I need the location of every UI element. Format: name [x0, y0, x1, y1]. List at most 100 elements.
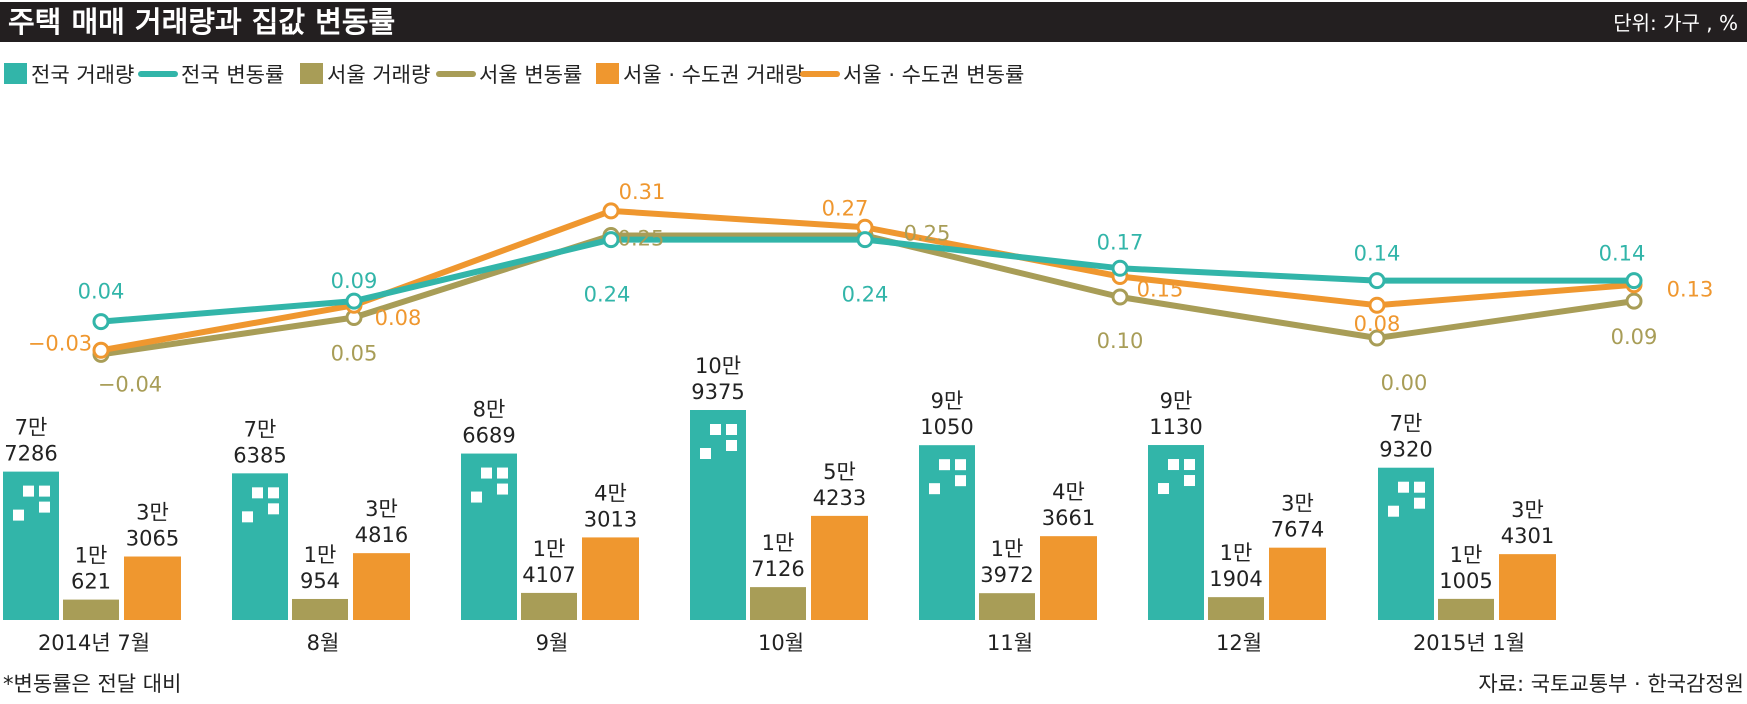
bar-decor-square	[39, 485, 50, 497]
line-layer: 0.04 0.09 0.24 0.24 0.17 0.14 0.14 −0.04 0.05 0.2…	[28, 180, 1714, 397]
line-point-label: −0.04	[98, 372, 162, 396]
legend-swatch-bar	[596, 63, 619, 84]
bar-metro-volume	[1499, 554, 1556, 620]
line-point-label: 0.25	[904, 222, 951, 246]
legend-item-metro-volume: 서울 · 수도권 거래량	[596, 63, 804, 87]
bar-decor-square	[1184, 459, 1195, 471]
bar-decor-square	[726, 440, 737, 451]
bar-decor-square	[1414, 497, 1425, 509]
legend-swatch-bar	[300, 63, 323, 84]
line-point-label: 0.10	[1097, 329, 1144, 353]
bar-label-top: 3만	[365, 497, 398, 521]
bar-label-top: 1만	[991, 537, 1024, 561]
bar-decor-square	[939, 459, 950, 471]
bar-label-top: 7만	[1390, 412, 1423, 436]
bar-national-volume	[461, 453, 517, 620]
bar-decor-square	[268, 503, 279, 515]
bar-metro-volume	[353, 553, 410, 620]
line-point	[1625, 272, 1643, 290]
legend-item-metro-change: 서울 · 수도권 변동률	[800, 63, 1024, 87]
bar-label-top: 4만	[594, 481, 627, 505]
bar-metro-volume	[1040, 536, 1097, 620]
bar-label-top: 10만	[695, 354, 741, 378]
line-point-label: 0.08	[375, 306, 422, 330]
bar-decor-square	[955, 459, 966, 471]
bar-label-top: 1만	[304, 543, 337, 567]
bar-national-volume	[1148, 445, 1204, 620]
bar-label-top: 1만	[1220, 541, 1253, 565]
line-point-label: 0.05	[331, 342, 378, 366]
line-point-label: 0.13	[1667, 278, 1714, 302]
bar-decor-square	[1158, 483, 1169, 495]
bar-label-bottom: 4107	[522, 563, 575, 587]
line-point	[1111, 288, 1129, 306]
bar-label-bottom: 7286	[4, 442, 57, 466]
bar-decor-square	[471, 491, 482, 503]
line-point-label: 0.24	[584, 283, 631, 307]
month-label: 10월	[758, 631, 804, 655]
bar-decor-square	[497, 483, 508, 495]
month-label: 2015년 1월	[1413, 631, 1525, 655]
bar-decor-square	[481, 467, 492, 479]
line-point-label: 0.31	[619, 180, 666, 204]
bar-label-bottom: 621	[71, 570, 111, 594]
bar-label-top: 8만	[473, 398, 506, 422]
line-point-label: 0.00	[1381, 371, 1428, 395]
bar-label-bottom: 1005	[1439, 569, 1492, 593]
bar-decor-square	[1414, 481, 1425, 493]
line-point-label: 0.08	[1354, 312, 1401, 336]
bar-national-volume	[690, 410, 746, 620]
bar-metro-volume	[582, 537, 639, 620]
line-point	[345, 292, 363, 310]
bar-label-top: 9만	[931, 389, 964, 413]
legend-item-national-change: 전국 변동률	[138, 63, 284, 87]
month-label: 9월	[536, 631, 569, 655]
bar-label-top: 3만	[1511, 498, 1544, 522]
bar-label-bottom: 4233	[813, 486, 866, 510]
bar-label-top: 1만	[1450, 543, 1483, 567]
line-point	[1111, 259, 1129, 277]
bar-seoul-volume	[1438, 598, 1494, 620]
line-point-label: 0.24	[842, 283, 889, 307]
bar-decor-square	[242, 511, 253, 523]
line-point-label: 0.09	[1611, 325, 1658, 349]
line-labels-seoul-change: −0.04 0.05 0.25 0.25 0.10 0.00 0.09	[98, 222, 1658, 397]
line-point-label: 0.14	[1599, 242, 1646, 266]
line-point	[856, 231, 874, 249]
line-point	[1368, 296, 1386, 314]
footer: *변동률은 전달 대비 자료: 국토교통부 · 한국감정원	[3, 672, 1744, 696]
bar-decor-square	[13, 509, 24, 521]
bar-decor-square	[700, 448, 711, 459]
bar-seoul-volume	[292, 598, 348, 620]
legend-item-seoul-change: 서울 변동률	[436, 63, 582, 87]
line-point-label: 0.25	[618, 227, 665, 251]
bar-decor-square	[710, 424, 721, 435]
line-point-label: −0.03	[28, 331, 92, 355]
bar-label-bottom: 9375	[691, 380, 744, 404]
line-point	[92, 341, 110, 359]
line-point	[1625, 292, 1643, 310]
bar-decor-square	[929, 483, 940, 495]
bar-label-bottom: 9320	[1379, 438, 1432, 462]
bar-label-bottom: 6689	[462, 424, 515, 448]
line-point-label: 0.04	[78, 280, 125, 304]
bar-decor-square	[268, 487, 279, 499]
bar-label-bottom: 1130	[1149, 415, 1202, 439]
bar-decor-square	[955, 475, 966, 487]
line-national-change	[92, 231, 1643, 331]
bar-metro-volume	[811, 515, 868, 620]
bar-label-bottom: 3972	[980, 563, 1033, 587]
bar-label-bottom: 4816	[355, 523, 408, 547]
bar-label-top: 3만	[1281, 492, 1314, 516]
chart-title: 주택 매매 거래량과 집값 변동률	[8, 5, 395, 39]
month-label: 2014년 7월	[38, 631, 150, 655]
bar-decor-square	[1398, 481, 1409, 493]
bar-decor-square	[1168, 459, 1179, 471]
source-note: 자료: 국토교통부 · 한국감정원	[1478, 672, 1744, 696]
